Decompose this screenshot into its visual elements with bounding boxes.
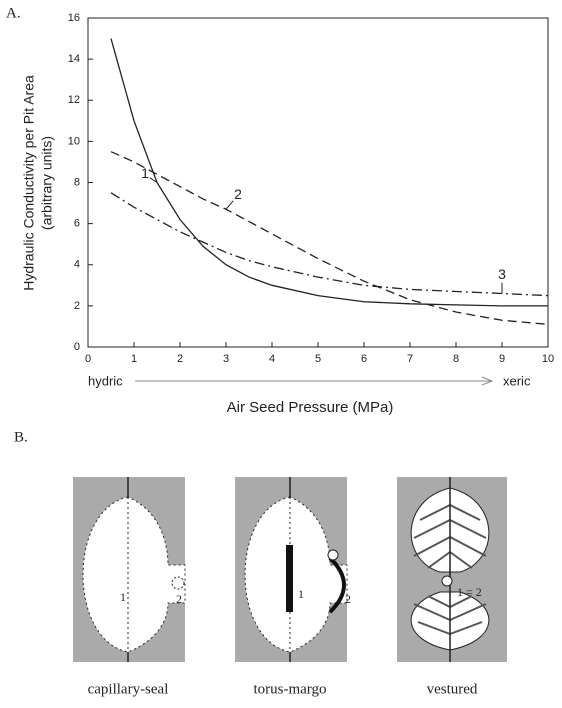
x-tick-label: 0 [85,353,91,365]
marker: 1 [120,590,126,604]
x-tick-label: 2 [177,353,183,365]
series-pointer [225,200,234,210]
marker: 2 [176,592,182,606]
y-tick-label: 8 [74,176,80,188]
vestures [413,504,487,635]
meniscus [171,576,185,590]
meniscus [327,549,339,561]
y-tick-label: 2 [74,300,80,312]
arrow-head [481,376,494,386]
deflected-membrane [328,556,346,614]
pit-diagram: 1 2 torus-margo [235,477,351,697]
x-tick-label: 7 [407,353,413,365]
x-annotation: xeric [503,373,531,388]
y-tick-label: 0 [74,341,80,353]
pit-diagram: 1 2 capillary-seal [73,477,186,697]
y-tick-label: 10 [68,135,80,147]
series-pointer [149,177,158,183]
y-axis-label: (arbitrary units) [39,136,55,230]
meniscus [441,575,453,587]
marker: 1 = 2 [457,585,482,599]
x-tick-label: 4 [269,353,275,365]
series-label: 1 [141,165,149,181]
series-line [110,151,549,326]
y-tick-label: 16 [68,12,80,24]
x-axis-label: Air Seed Pressure (MPa) [227,399,394,416]
cavity [244,496,348,653]
x-tick-label: 5 [315,353,321,365]
y-tick-label: 14 [68,53,80,65]
pit-diagram: 1 = 2 vestured [397,477,507,697]
x-tick-label: 3 [223,353,229,365]
series-line [110,38,548,307]
y-tick-label: 12 [68,94,80,106]
x-tick-label: 6 [361,353,367,365]
panel-label: A. [6,5,21,21]
panel-label: B. [14,429,28,445]
series-label: 3 [498,266,506,282]
x-tick-label: 8 [453,353,459,365]
marker: 2 [345,592,351,606]
marker: 1 [298,587,304,601]
x-tick-label: 10 [542,353,554,365]
pit-label: torus-margo [253,681,326,697]
y-axis-label: Hydraulic Conductivity per Pit Area [21,75,37,291]
pit-label: capillary-seal [88,681,169,697]
x-tick-label: 9 [499,353,505,365]
series-label: 2 [234,186,242,202]
y-tick-label: 4 [74,259,80,271]
x-annotation: hydric [88,373,123,388]
pit-label: vestured [427,681,478,697]
torus [286,545,293,612]
cavity [82,496,186,653]
y-tick-label: 6 [74,218,80,230]
series-line [110,192,549,297]
x-tick-label: 1 [131,353,137,365]
